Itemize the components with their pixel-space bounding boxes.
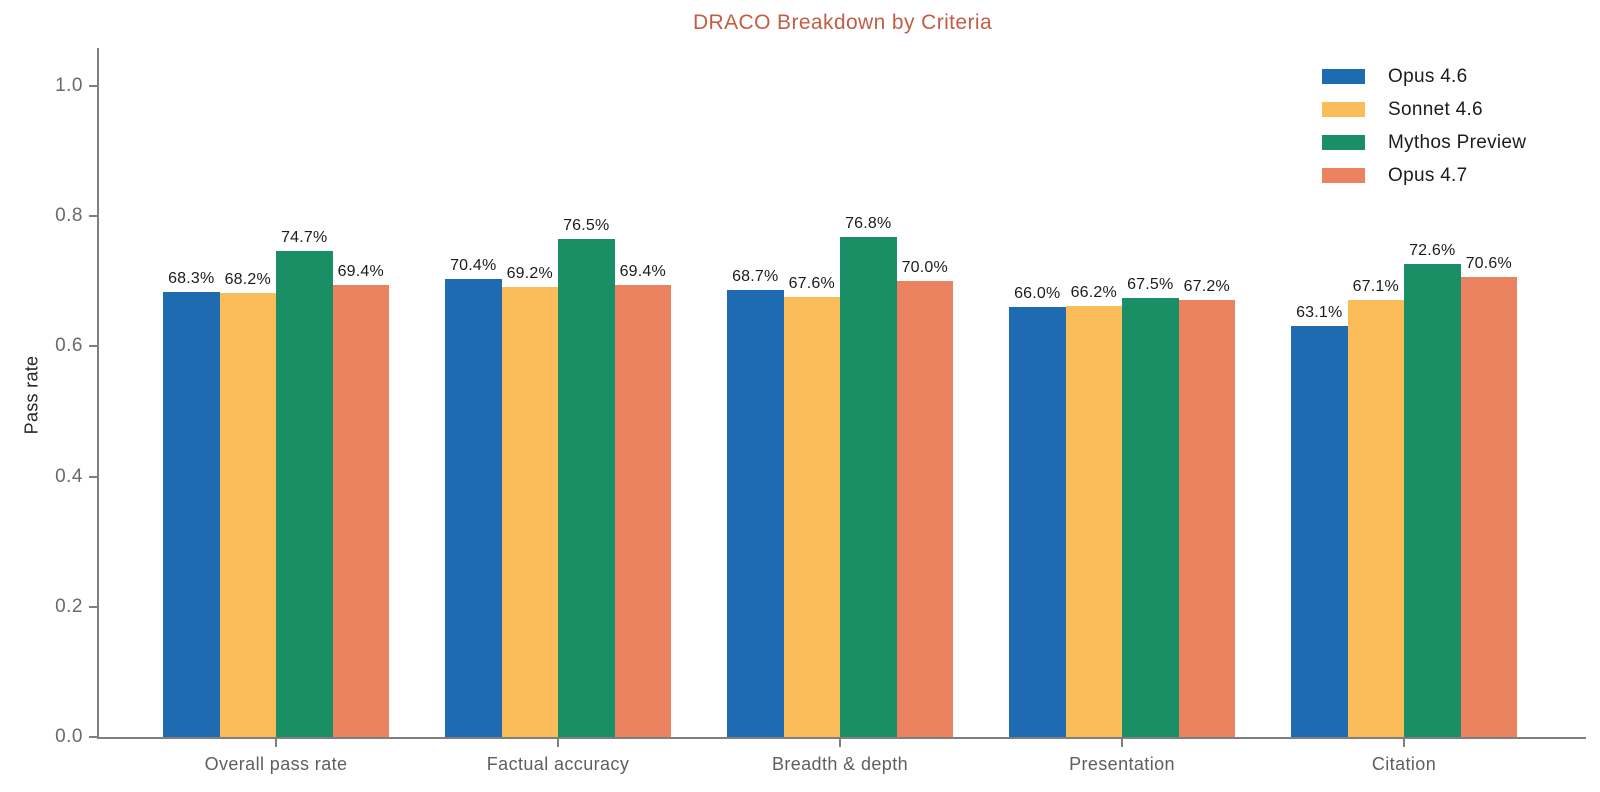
bar — [1347, 300, 1404, 737]
y-tick-label: 0.4 — [55, 465, 83, 487]
bar — [1065, 306, 1122, 737]
x-tick-mark — [557, 739, 559, 747]
bar-value-label: 69.4% — [337, 263, 384, 281]
y-tick-mark — [89, 475, 97, 478]
y-axis-spine — [97, 48, 99, 739]
bar-value-label: 68.3% — [168, 270, 215, 288]
bar — [1404, 264, 1461, 737]
bar — [727, 289, 784, 737]
bar — [163, 292, 220, 737]
x-tick-mark — [275, 739, 277, 747]
y-tick-mark — [89, 215, 97, 218]
bar — [1178, 299, 1235, 737]
legend-item: Sonnet 4.6 — [1322, 93, 1526, 126]
bar-value-label: 69.2% — [506, 264, 553, 282]
bar-value-label: 72.6% — [1409, 242, 1456, 260]
chart-title: DRACO Breakdown by Criteria — [692, 11, 993, 34]
bar-value-label: 68.2% — [224, 271, 271, 289]
x-tick-label: Breadth & depth — [771, 754, 909, 774]
bar-value-label: 67.1% — [1352, 278, 1399, 296]
legend-swatch — [1322, 69, 1365, 84]
bar — [276, 250, 333, 737]
bar-value-label: 67.6% — [788, 274, 835, 292]
legend-item: Opus 4.7 — [1322, 159, 1526, 192]
bar — [501, 286, 558, 737]
bar-value-label: 74.7% — [281, 228, 328, 246]
bar — [1122, 297, 1179, 737]
bar — [1460, 277, 1517, 737]
bar-value-label: 76.8% — [845, 215, 892, 233]
x-tick-label: Overall pass rate — [204, 754, 348, 774]
legend: Opus 4.6 Sonnet 4.6 Mythos Preview Opus 4.7 — [1322, 60, 1526, 192]
x-tick-label: Citation — [1371, 754, 1437, 774]
legend-swatch — [1322, 168, 1365, 183]
bar-value-label: 69.4% — [619, 263, 666, 281]
legend-label: Opus 4.7 — [1388, 164, 1468, 186]
y-tick-label: 0.6 — [55, 335, 83, 357]
y-tick-label: 1.0 — [55, 75, 83, 96]
x-tick-label: Factual accuracy — [486, 754, 630, 774]
bar-value-label: 70.0% — [901, 259, 948, 277]
legend-item: Opus 4.6 — [1322, 60, 1526, 93]
x-tick-label: Presentation — [1069, 754, 1175, 774]
legend-swatch — [1322, 135, 1365, 150]
legend-label: Mythos Preview — [1388, 131, 1527, 153]
y-tick-label: 0.2 — [55, 595, 83, 617]
bar-value-label: 67.5% — [1127, 275, 1174, 293]
legend-label: Sonnet 4.6 — [1388, 98, 1483, 120]
legend-item: Mythos Preview — [1322, 126, 1526, 159]
bar — [1009, 307, 1066, 737]
bar — [896, 281, 953, 737]
bar-value-label: 70.6% — [1465, 255, 1512, 273]
bar — [1291, 326, 1348, 737]
y-tick-label: 0.8 — [55, 205, 83, 227]
x-tick-mark — [839, 739, 841, 747]
bar-value-label: 67.2% — [1183, 277, 1230, 295]
bar-value-label: 68.7% — [732, 267, 779, 285]
bar — [558, 238, 615, 737]
y-tick-mark — [89, 345, 97, 348]
bar-value-label: 66.0% — [1014, 285, 1061, 303]
y-tick-mark — [89, 605, 97, 608]
y-tick-mark — [89, 85, 97, 87]
bar — [219, 293, 276, 737]
bar — [783, 296, 840, 737]
legend-swatch — [1322, 102, 1365, 117]
bar-value-label: 63.1% — [1296, 304, 1343, 322]
bar — [614, 285, 671, 737]
x-tick-mark — [1121, 739, 1123, 747]
x-axis-spine — [97, 737, 1586, 739]
bar-value-label: 76.5% — [563, 216, 610, 234]
bar — [840, 237, 897, 737]
bar — [445, 278, 502, 737]
bar — [332, 285, 389, 737]
legend-label: Opus 4.6 — [1388, 65, 1468, 87]
x-tick-mark — [1403, 739, 1405, 747]
bar-value-label: 66.2% — [1070, 284, 1117, 302]
y-tick-mark — [89, 736, 97, 738]
y-tick-label: 0.0 — [55, 726, 83, 747]
bar-value-label: 70.4% — [450, 256, 497, 274]
